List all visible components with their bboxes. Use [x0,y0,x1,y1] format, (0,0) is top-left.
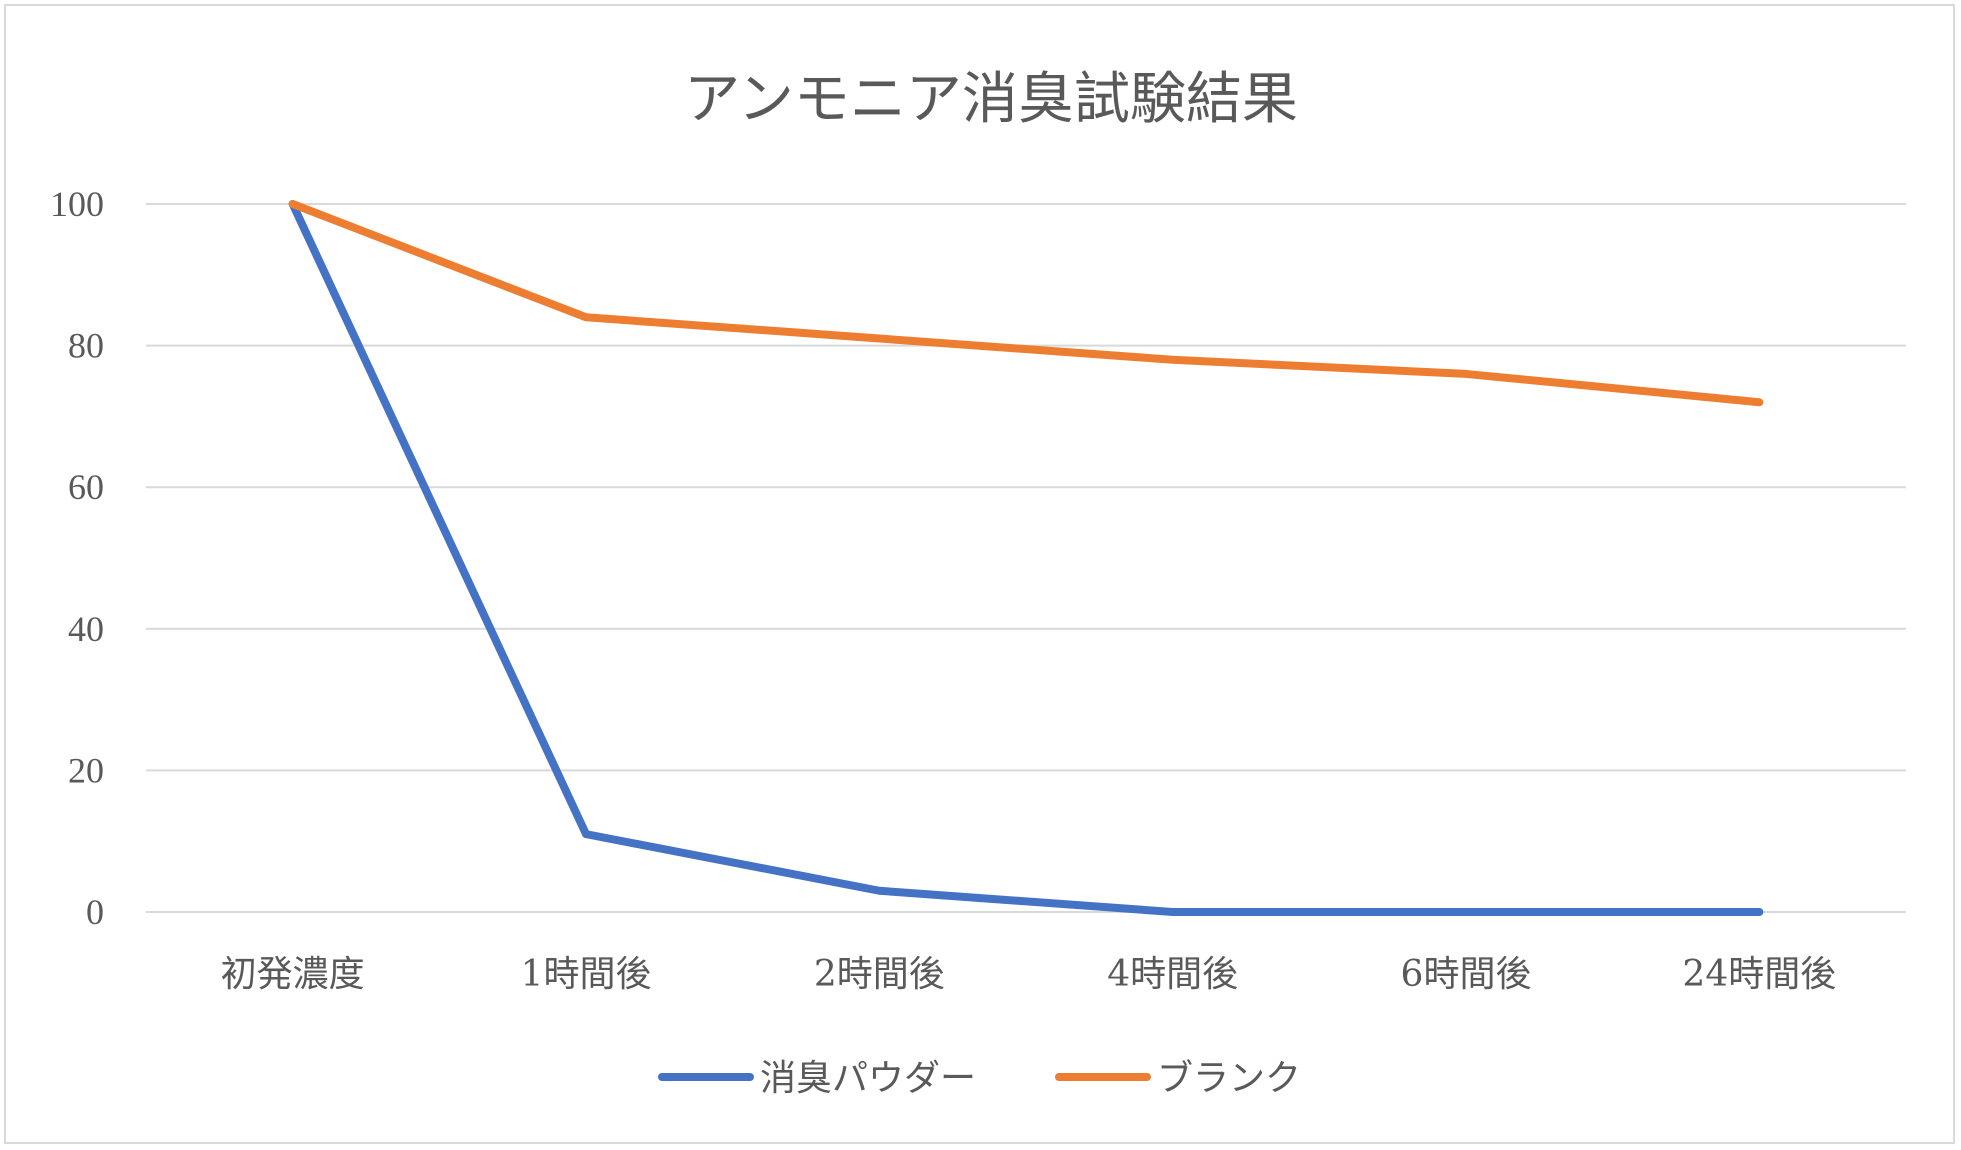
y-tick-label: 100 [50,184,104,224]
x-category-label: 1時間後 [521,954,652,995]
series-line-0 [288,200,1764,916]
y-axis-ticks: 0 20 40 60 80 100 [50,184,104,932]
y-tick-label: 40 [68,609,104,649]
x-category-label: 2時間後 [814,954,945,995]
chart-frame: アンモニア消臭試験結果 0 20 40 60 80 100 初発濃度 1時間後 2時間後 4時間… [4,4,1955,1144]
y-tick-label: 20 [68,750,104,790]
legend: 消臭パウダー ブランク [658,1058,1301,1099]
y-tick-label: 0 [86,892,104,932]
x-axis-categories: 初発濃度 1時間後 2時間後 4時間後 6時間後 24時間後 [221,954,1837,995]
x-category-label: 初発濃度 [221,954,365,995]
x-category-label: 4時間後 [1107,954,1238,995]
legend-label: 消臭パウダー [760,1058,976,1099]
y-tick-label: 80 [68,326,104,366]
y-tick-label: 60 [68,467,104,507]
series-lines [288,200,1764,916]
chart-title: アンモニア消臭試験結果 [684,67,1298,132]
series-line-1 [288,200,1764,407]
line-chart: アンモニア消臭試験結果 0 20 40 60 80 100 初発濃度 1時間後 2時間後 4時間… [50,67,1906,1099]
x-category-label: 24時間後 [1682,954,1836,995]
legend-label: ブランク [1157,1058,1301,1099]
gridlines [146,203,1906,913]
x-category-label: 6時間後 [1401,954,1532,995]
